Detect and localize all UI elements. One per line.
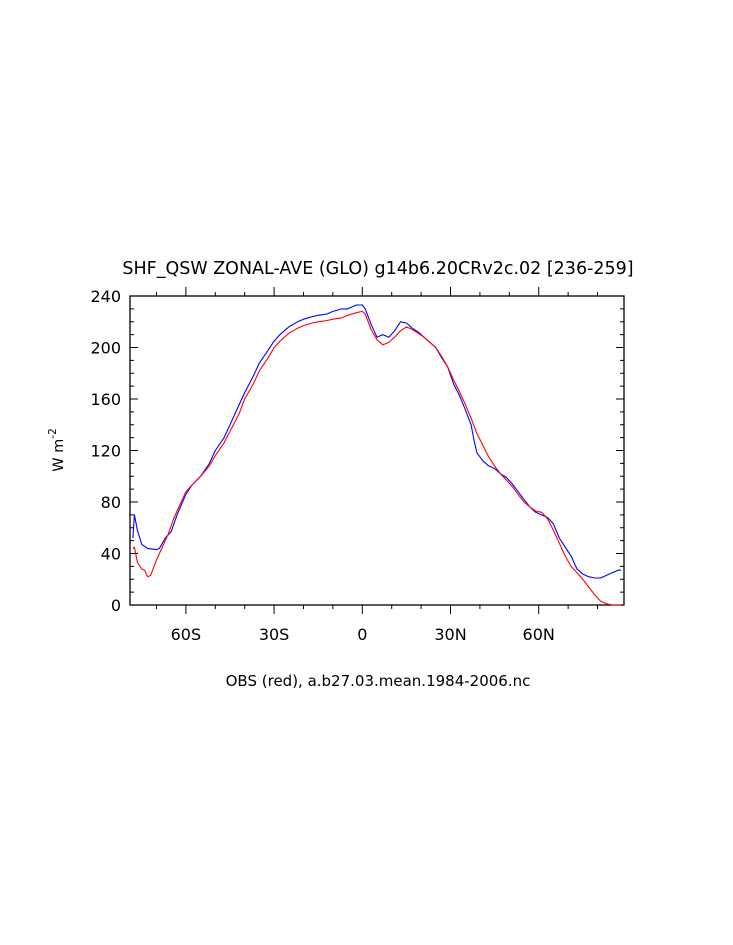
y-tick-labels: 0 40 80 120 160 200 240 bbox=[90, 287, 121, 615]
plot-frame bbox=[129, 295, 625, 606]
y-tick-label: 240 bbox=[90, 287, 121, 306]
y-tick-label: 0 bbox=[111, 596, 121, 615]
y-axis-label-exponent: -2 bbox=[47, 428, 59, 438]
series-line-obs bbox=[132, 310, 622, 606]
x-tick-label: 30S bbox=[259, 625, 290, 644]
y-axis-label-unit: W m bbox=[51, 439, 67, 472]
y-tick-label: 200 bbox=[90, 339, 121, 358]
y-axis-label: W m-2 bbox=[47, 428, 67, 472]
x-tick-labels: 60S 30S 0 30N 60N bbox=[171, 625, 555, 644]
series-line-model bbox=[132, 304, 622, 579]
chart-title: SHF_QSW ZONAL-AVE (GLO) g14b6.20CRv2c.02… bbox=[122, 259, 633, 279]
y-tick-label: 40 bbox=[101, 545, 121, 564]
x-tick-label: 60N bbox=[523, 625, 555, 644]
x-axis-label: OBS (red), a.b27.03.mean.1984-2006.nc bbox=[226, 672, 531, 690]
svg-text:W m-2: W m-2 bbox=[47, 428, 67, 472]
x-tick-label: 60S bbox=[171, 625, 202, 644]
x-tick-label: 30N bbox=[434, 625, 466, 644]
y-tick-label: 160 bbox=[90, 390, 121, 409]
x-tick-label: 0 bbox=[357, 625, 367, 644]
axis-ticks bbox=[130, 287, 624, 614]
y-tick-label: 80 bbox=[101, 493, 121, 512]
y-tick-label: 120 bbox=[90, 442, 121, 461]
plot-area bbox=[129, 287, 625, 614]
series-lines bbox=[132, 304, 622, 606]
